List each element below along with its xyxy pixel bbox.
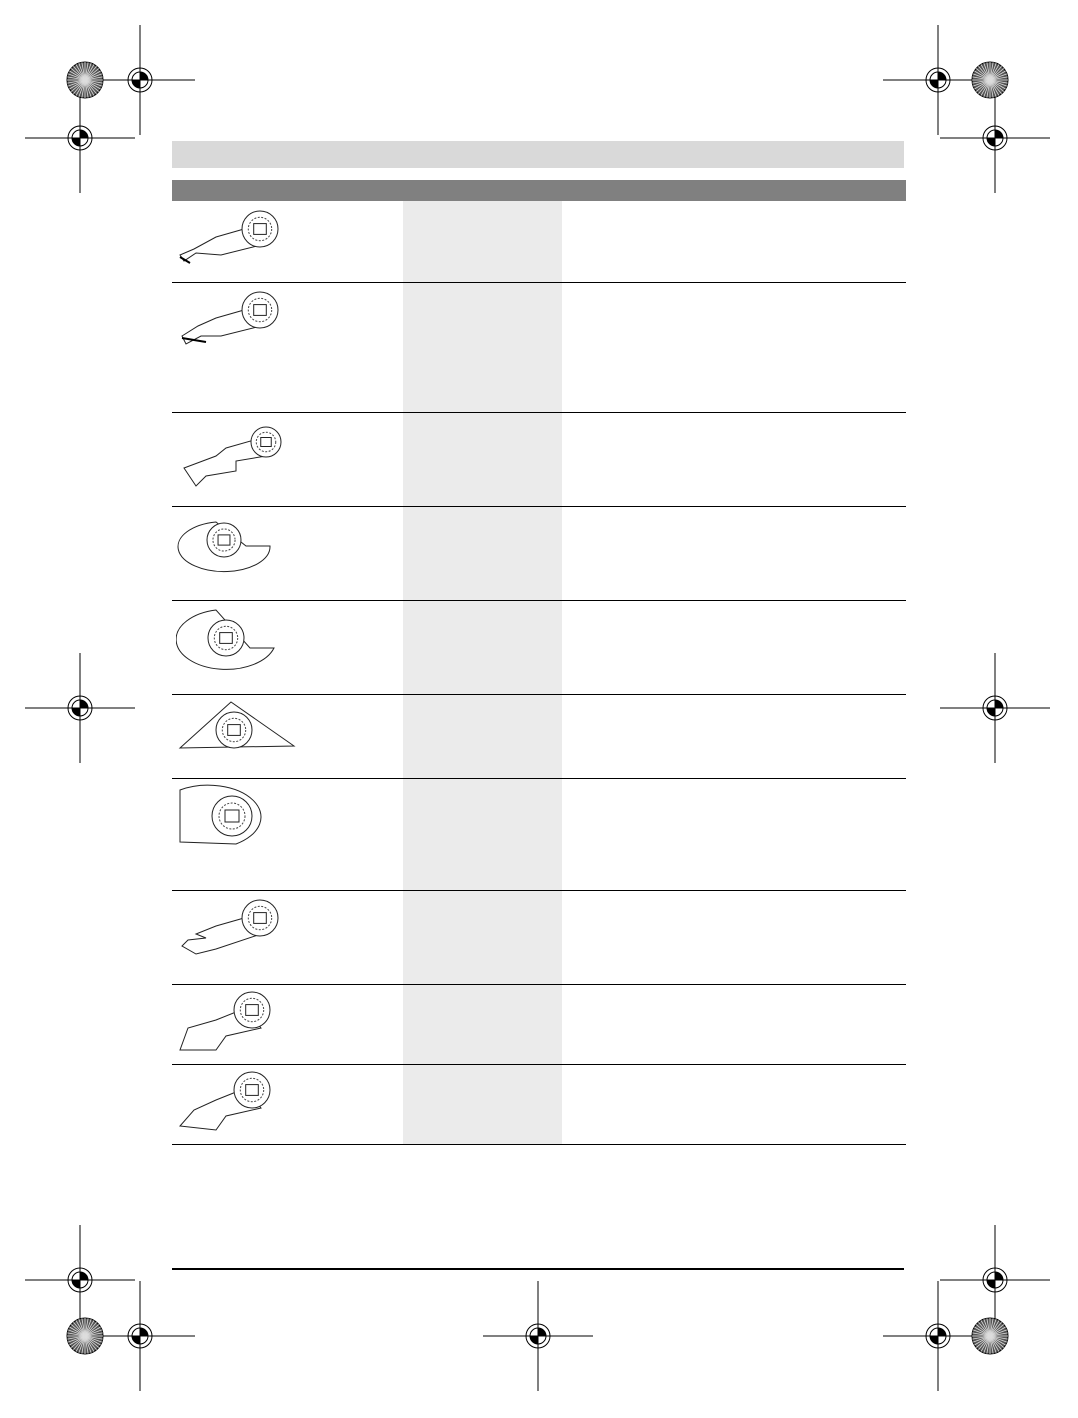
footer-rule [172, 1268, 904, 1270]
color-target-rosette-icon [971, 1317, 1009, 1355]
table-row [172, 600, 906, 695]
grout-rasp-plate-icon [179, 784, 262, 845]
color-target-rosette-icon [66, 1317, 104, 1355]
registration-crosshair-icon [25, 83, 135, 193]
header-bar [172, 141, 904, 168]
registration-crosshair-icon [483, 1281, 593, 1391]
hook-cutter-blade-icon [181, 899, 279, 955]
plunge-cut-blade-wide-icon [181, 291, 279, 345]
table-row [172, 890, 906, 985]
registration-crosshair-icon [25, 1225, 135, 1335]
table-row [172, 506, 906, 601]
registration-crosshair-icon [940, 1225, 1050, 1335]
rigid-scraper-icon [179, 991, 271, 1051]
registration-crosshair-icon [883, 25, 993, 135]
table-header [172, 180, 906, 201]
table-row [172, 1064, 906, 1145]
registration-crosshair-icon [940, 83, 1050, 193]
plunge-cut-blade-long-icon [183, 426, 282, 487]
table-row [172, 201, 906, 283]
table-row [172, 778, 906, 891]
table-row [172, 984, 906, 1065]
shaded-column [403, 201, 562, 1144]
registration-crosshair-icon [25, 653, 135, 763]
table-row [172, 694, 906, 779]
flexible-scraper-icon [178, 1071, 271, 1131]
segment-saw-blade-large-icon [176, 609, 275, 670]
table-row [172, 282, 906, 413]
registration-crosshair-icon [940, 653, 1050, 763]
table-row [172, 412, 906, 507]
color-target-rosette-icon [971, 61, 1009, 99]
color-target-rosette-icon [66, 61, 104, 99]
segment-saw-blade-small-icon [177, 521, 271, 573]
delta-sanding-plate-icon [178, 701, 296, 749]
plunge-cut-blade-narrow-icon [179, 210, 279, 264]
